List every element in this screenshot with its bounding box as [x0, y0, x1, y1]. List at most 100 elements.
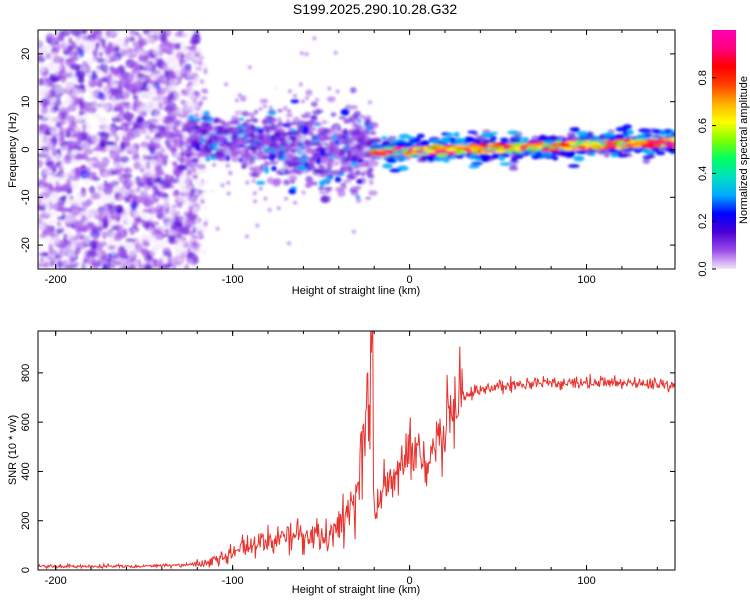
spectrogram-cell	[71, 181, 79, 191]
spectrogram-cell	[319, 141, 324, 146]
spectrogram-cell	[434, 156, 445, 162]
spectrogram-cell	[49, 63, 59, 73]
spectrogram-cell	[163, 69, 170, 76]
spectrogram-cell	[342, 117, 349, 124]
spectrogram-cell	[132, 128, 143, 138]
spectrogram-cell	[510, 137, 521, 144]
spectrogram-cell	[187, 80, 195, 86]
spectrogram-cell	[569, 127, 580, 132]
spectrogram-cell	[38, 251, 49, 257]
spectrogram-cell	[56, 148, 61, 155]
spectrogram-cell	[250, 117, 257, 123]
spectrogram-cell	[205, 114, 210, 119]
spectrogram-cell	[434, 146, 446, 151]
spectrogram-cell	[357, 162, 364, 169]
spectrogram-cell	[383, 149, 394, 153]
spectrogram-cell	[517, 153, 524, 158]
spectrogram-cell	[66, 198, 74, 206]
spectrogram-cell	[255, 143, 265, 149]
spectrogram-cell	[270, 117, 277, 122]
spectrogram-cell	[567, 164, 580, 168]
spectrogram-cell	[177, 164, 189, 171]
spectrogram-cell	[555, 140, 562, 144]
spectrogram-cell	[164, 102, 170, 107]
spectrogram-cell	[193, 231, 197, 236]
spectrogram-cell	[446, 132, 454, 137]
spectrogram-cell	[224, 82, 229, 87]
spectrogram-cell	[317, 128, 322, 134]
spectrogram-cell	[74, 70, 86, 79]
spectrogram-cell	[175, 52, 185, 60]
spectrogram-cell	[77, 226, 83, 232]
spectrogram-cell	[361, 162, 369, 166]
spectrogram-cell	[181, 31, 190, 39]
spectrogram-cell	[194, 112, 200, 118]
spectrogram-cell	[186, 187, 191, 193]
spectrogram-cell	[148, 166, 157, 176]
spectrogram-cell	[198, 158, 202, 164]
spectrogram-cell	[327, 163, 334, 170]
spectrogram-cell	[169, 214, 175, 220]
spectrogram-cell	[162, 251, 173, 257]
spectrogram-cell	[55, 70, 60, 76]
spectrogram-cell	[148, 79, 154, 85]
spectrogram-cell	[246, 162, 254, 166]
spectrogram-cell	[63, 233, 68, 243]
spectrogram-cell	[141, 147, 149, 153]
spectrogram-cell	[236, 136, 241, 141]
spectrogram-cell	[44, 236, 53, 242]
spectrogram-cell	[65, 115, 76, 123]
spectrogram-cell	[284, 136, 290, 142]
spectrogram-cell	[508, 160, 520, 164]
spectrogram-cell	[604, 141, 618, 146]
spectrogram-cell	[129, 142, 136, 153]
spectrogram-cell	[326, 129, 331, 134]
spectrogram-cell	[111, 68, 121, 75]
spectrogram-cell	[157, 171, 166, 176]
spectrogram-cell	[193, 131, 198, 136]
spectrogram-cell	[110, 79, 120, 88]
spectrogram-cell	[253, 109, 258, 115]
spectrogram-cell	[152, 47, 158, 55]
spectrogram-cell	[173, 246, 179, 251]
spectrogram-cell	[323, 152, 331, 160]
spectrogram-cell	[365, 196, 372, 201]
spectrogram-cell	[314, 153, 319, 160]
spectrogram-cell	[347, 167, 354, 174]
spectrogram-cell	[293, 93, 298, 98]
spectrogram-cell	[91, 231, 100, 240]
spectrogram-cell	[40, 105, 49, 115]
spectrogram-cell	[195, 141, 203, 146]
spectrogram-cell	[396, 141, 406, 148]
spectrogram-cell	[642, 158, 651, 164]
spectrogram-cell	[146, 177, 155, 187]
spectrogram-cell	[499, 162, 511, 166]
spectrogram-cell	[597, 140, 607, 144]
spectrogram-cell	[148, 141, 154, 150]
spectrogram-cell	[114, 194, 124, 202]
spectrogram-cell	[287, 109, 292, 113]
spectrogram-cell	[237, 93, 242, 98]
spectrogram-cell	[46, 32, 55, 41]
spectrogram-cell	[38, 77, 49, 86]
spectrogram-cell	[189, 244, 195, 252]
spectrogram-cell	[185, 148, 192, 152]
spectrogram-cell	[166, 55, 175, 61]
spectrogram-cell	[296, 123, 301, 128]
spectrogram-cell	[216, 136, 221, 141]
spectrogram-cell	[195, 75, 199, 80]
spectrogram-cell	[286, 112, 293, 118]
spectrogram-cell	[276, 206, 281, 211]
spectrogram-cell	[273, 177, 282, 185]
spectrogram-cell	[646, 154, 657, 159]
spectrogram-marks	[38, 30, 675, 269]
snr-x-tick-label: 0	[407, 575, 413, 587]
spectrogram-cell	[202, 189, 209, 195]
spectrogram-cell	[107, 245, 116, 250]
spectrogram-cell	[218, 156, 227, 162]
spectrogram-cell	[213, 117, 221, 122]
spectrogram-cell	[198, 181, 205, 188]
spectrogram-cell	[88, 185, 96, 194]
spectrogram-cell	[531, 135, 541, 140]
